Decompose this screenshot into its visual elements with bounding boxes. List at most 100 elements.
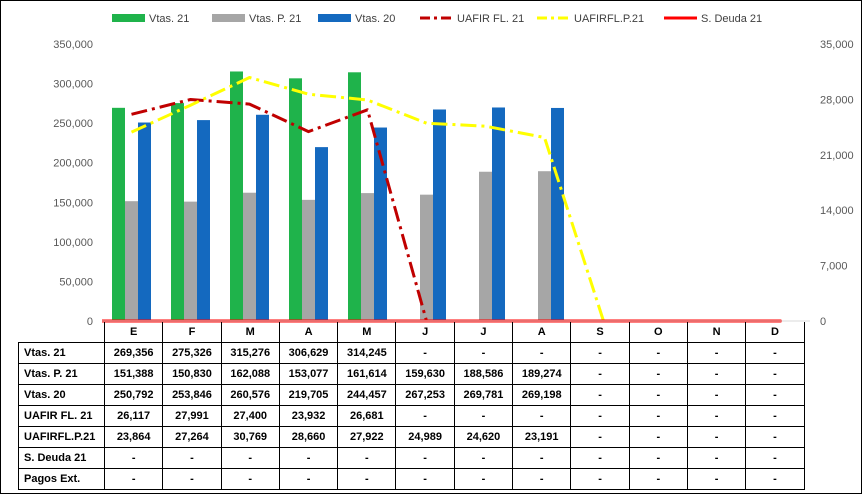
table-cell: - (570, 468, 630, 490)
table-row-header: Vtas. 21 (18, 342, 105, 364)
table-cell: - (686, 363, 747, 385)
table-cell: 244,457 (337, 384, 397, 406)
table-cell: 23,864 (103, 426, 164, 448)
table-cell: 24,989 (395, 426, 455, 448)
table-cell: - (512, 468, 572, 490)
table-row-header: S. Deuda 21 (18, 447, 105, 469)
table-column-header: S (570, 322, 630, 343)
bar-vtas-21 (171, 103, 184, 321)
table-row-header: Vtas. P. 21 (18, 363, 105, 385)
table-cell: - (453, 405, 514, 427)
y-right-tick-label: 21,000 (820, 150, 854, 162)
y-left-tick-label: 250,000 (53, 118, 93, 130)
table-cell: 219,705 (278, 384, 339, 406)
legend-label: Vtas. 20 (355, 13, 395, 25)
table-cell: 27,922 (337, 426, 397, 448)
table-cell: 275,326 (162, 342, 222, 364)
bar-vtas-20 (374, 127, 387, 321)
table-column-header: J (453, 322, 514, 343)
table-cell: - (395, 447, 455, 469)
legend-label: Vtas. 21 (149, 13, 189, 25)
data-table: E F M A M J J A S O N D Vtas. 21 269,356 275,326 315,27… (18, 322, 805, 490)
table-cell: - (570, 342, 630, 364)
table-cell: 26,117 (103, 405, 164, 427)
table-cell: - (453, 342, 514, 364)
table-row-header: Pagos Ext. (18, 468, 105, 490)
table-cell: - (745, 405, 805, 427)
table-cell: - (686, 384, 747, 406)
table-cell: - (686, 468, 747, 490)
table-cell: 27,991 (162, 405, 222, 427)
table-cell: 260,576 (220, 384, 280, 406)
legend-label: Vtas. P. 21 (249, 13, 301, 25)
legend-swatch (112, 14, 145, 22)
legend-label: S. Deuda 21 (701, 13, 762, 25)
table-cell: 150,830 (162, 363, 222, 385)
table-cell: - (628, 405, 688, 427)
table-cell: 250,792 (103, 384, 164, 406)
bar-vtas-21 (230, 71, 243, 321)
table-cell: - (512, 405, 572, 427)
table-cell: - (745, 468, 805, 490)
bar-vtas-20 (138, 122, 151, 321)
table-cell: 253,846 (162, 384, 222, 406)
y-left-tick-label: 150,000 (53, 197, 93, 209)
table-column-header: N (686, 322, 747, 343)
table-column-header: F (162, 322, 222, 343)
y-left-tick-label: 350,000 (53, 39, 93, 51)
bar-vtas-20 (433, 109, 446, 321)
table-column-header: M (337, 322, 397, 343)
legend-swatch (212, 14, 245, 22)
bar-vtas-p-21 (125, 201, 138, 321)
y-right-tick-label: 28,000 (820, 94, 854, 106)
table-cell: - (103, 447, 164, 469)
table-cell: - (628, 363, 688, 385)
table-cell: - (570, 384, 630, 406)
y-right-tick-label: 0 (820, 316, 826, 328)
table-corner (18, 322, 105, 343)
table-column-header: J (395, 322, 455, 343)
table-column-header: A (512, 322, 572, 343)
table-cell: - (745, 342, 805, 364)
bar-series (112, 71, 564, 322)
table-cell: - (162, 468, 222, 490)
table-cell: - (686, 447, 747, 469)
table-cell: - (745, 426, 805, 448)
table-cell: - (628, 426, 688, 448)
table-cell: - (395, 468, 455, 490)
table-cell: 26,681 (337, 405, 397, 427)
table-row: Vtas. P. 21 151,388 150,830 162,088 153,077 1… (18, 363, 805, 385)
table-row: Vtas. 21 269,356 275,326 315,276 306,629 314,… (18, 342, 805, 364)
table-cell: - (686, 342, 747, 364)
table-row-header: Vtas. 20 (18, 384, 105, 406)
table-cell: - (395, 405, 455, 427)
bar-vtas-p-21 (243, 192, 256, 321)
bar-vtas-p-21 (361, 193, 374, 321)
table-cell: 161,614 (337, 363, 397, 385)
table-cell: - (278, 447, 339, 469)
bar-vtas-p-21 (538, 171, 551, 321)
table-cell: - (512, 447, 572, 469)
table-cell: - (570, 447, 630, 469)
table-column-header: O (628, 322, 688, 343)
table-cell: 28,660 (278, 426, 339, 448)
table-row: Pagos Ext. - - - - - - - - - - - - (18, 468, 805, 490)
table-cell: - (570, 363, 630, 385)
table-cell: - (220, 468, 280, 490)
y-left-tick-label: 100,000 (53, 237, 93, 249)
table-cell: - (570, 405, 630, 427)
table-cell: 23,932 (278, 405, 339, 427)
table-cell: - (686, 405, 747, 427)
table-cell: - (453, 447, 514, 469)
table-cell: - (745, 363, 805, 385)
line-uafirfl-p-21 (130, 76, 605, 322)
bar-vtas-21 (348, 72, 361, 321)
table-cell: 189,274 (512, 363, 572, 385)
table-row: UAFIRFL.P.21 23,864 27,264 30,769 28,660 27,9… (18, 426, 805, 448)
table-column-header: D (745, 322, 805, 343)
table-cell: 27,264 (162, 426, 222, 448)
table-cell: 188,586 (453, 363, 514, 385)
bar-vtas-21 (112, 107, 125, 321)
table-cell: - (453, 468, 514, 490)
table-row: S. Deuda 21- - - - - - - - - - - - (18, 447, 805, 469)
